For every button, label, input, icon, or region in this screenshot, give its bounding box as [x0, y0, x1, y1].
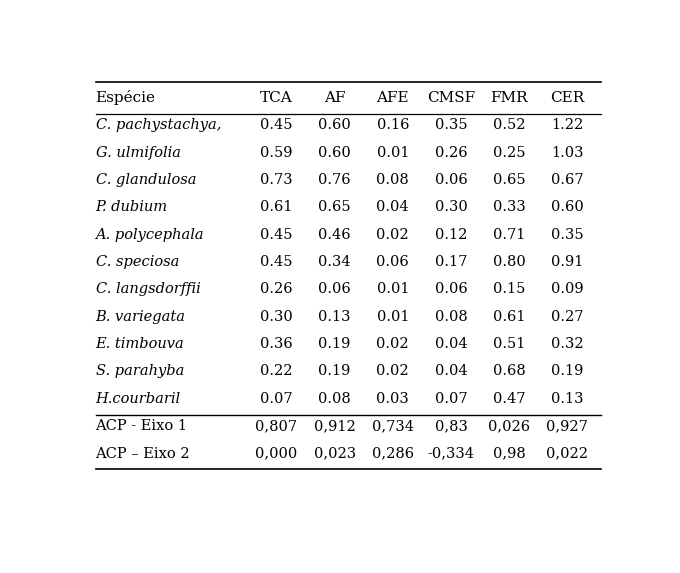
Text: ACP - Eixo 1: ACP - Eixo 1 — [95, 419, 188, 433]
Text: 0.45: 0.45 — [260, 255, 292, 269]
Text: 0,022: 0,022 — [546, 446, 588, 461]
Text: 0,927: 0,927 — [546, 419, 588, 433]
Text: 0,83: 0,83 — [435, 419, 467, 433]
Text: 0.60: 0.60 — [318, 118, 351, 132]
Text: 0.73: 0.73 — [260, 173, 292, 187]
Text: 0,98: 0,98 — [493, 446, 526, 461]
Text: B. variegata: B. variegata — [95, 310, 186, 324]
Text: 0.68: 0.68 — [493, 364, 526, 378]
Text: 0.32: 0.32 — [551, 337, 583, 351]
Text: 0.52: 0.52 — [493, 118, 526, 132]
Text: C. pachystachya,: C. pachystachya, — [95, 118, 221, 132]
Text: 0.08: 0.08 — [318, 392, 351, 406]
Text: 0,286: 0,286 — [372, 446, 414, 461]
Text: 0.15: 0.15 — [493, 282, 526, 296]
Text: 0.06: 0.06 — [435, 282, 467, 296]
Text: 0.65: 0.65 — [318, 201, 351, 214]
Text: 0.76: 0.76 — [318, 173, 351, 187]
Text: 0.22: 0.22 — [260, 364, 292, 378]
Text: 0.01: 0.01 — [377, 146, 409, 160]
Text: 0.30: 0.30 — [260, 310, 293, 324]
Text: 0.19: 0.19 — [551, 364, 583, 378]
Text: 0.67: 0.67 — [551, 173, 583, 187]
Text: 0.61: 0.61 — [493, 310, 526, 324]
Text: 0.08: 0.08 — [435, 310, 467, 324]
Text: 0.03: 0.03 — [377, 392, 409, 406]
Text: 0.25: 0.25 — [493, 146, 526, 160]
Text: 0,023: 0,023 — [313, 446, 356, 461]
Text: 0.04: 0.04 — [377, 201, 409, 214]
Text: 0.45: 0.45 — [260, 118, 292, 132]
Text: 0.33: 0.33 — [493, 201, 526, 214]
Text: S. parahyba: S. parahyba — [95, 364, 184, 378]
Text: 0.65: 0.65 — [493, 173, 526, 187]
Text: 1.03: 1.03 — [551, 146, 583, 160]
Text: 0.19: 0.19 — [318, 337, 351, 351]
Text: 0.35: 0.35 — [435, 118, 467, 132]
Text: H.courbaril: H.courbaril — [95, 392, 181, 406]
Text: 0.13: 0.13 — [318, 310, 351, 324]
Text: 0.80: 0.80 — [493, 255, 526, 269]
Text: P. dubium: P. dubium — [95, 201, 168, 214]
Text: 0.27: 0.27 — [551, 310, 583, 324]
Text: 0.34: 0.34 — [318, 255, 351, 269]
Text: A. polycephala: A. polycephala — [95, 227, 204, 242]
Text: TCA: TCA — [260, 91, 293, 105]
Text: 0.08: 0.08 — [377, 173, 409, 187]
Text: 1.22: 1.22 — [551, 118, 583, 132]
Text: 0,807: 0,807 — [256, 419, 297, 433]
Text: 0.06: 0.06 — [318, 282, 351, 296]
Text: 0.12: 0.12 — [435, 227, 467, 242]
Text: 0.06: 0.06 — [377, 255, 409, 269]
Text: 0.16: 0.16 — [377, 118, 409, 132]
Text: C. glandulosa: C. glandulosa — [95, 173, 196, 187]
Text: Espécie: Espécie — [95, 91, 156, 105]
Text: 0,000: 0,000 — [255, 446, 298, 461]
Text: 0.46: 0.46 — [318, 227, 351, 242]
Text: 0.60: 0.60 — [551, 201, 583, 214]
Text: 0.07: 0.07 — [435, 392, 467, 406]
Text: 0.47: 0.47 — [493, 392, 526, 406]
Text: 0.71: 0.71 — [493, 227, 526, 242]
Text: 0.51: 0.51 — [493, 337, 526, 351]
Text: 0.07: 0.07 — [260, 392, 292, 406]
Text: 0.36: 0.36 — [260, 337, 293, 351]
Text: FMR: FMR — [490, 91, 528, 105]
Text: 0,734: 0,734 — [372, 419, 413, 433]
Text: ACP – Eixo 2: ACP – Eixo 2 — [95, 446, 190, 461]
Text: 0.04: 0.04 — [435, 337, 467, 351]
Text: 0.02: 0.02 — [377, 364, 409, 378]
Text: E. timbouva: E. timbouva — [95, 337, 184, 351]
Text: G. ulmifolia: G. ulmifolia — [95, 146, 181, 160]
Text: 0,912: 0,912 — [313, 419, 356, 433]
Text: 0.26: 0.26 — [260, 282, 292, 296]
Text: 0.17: 0.17 — [435, 255, 467, 269]
Text: CER: CER — [550, 91, 584, 105]
Text: 0.06: 0.06 — [435, 173, 467, 187]
Text: AF: AF — [324, 91, 345, 105]
Text: 0.60: 0.60 — [318, 146, 351, 160]
Text: 0.26: 0.26 — [435, 146, 467, 160]
Text: 0.45: 0.45 — [260, 227, 292, 242]
Text: 0.30: 0.30 — [435, 201, 467, 214]
Text: 0.02: 0.02 — [377, 227, 409, 242]
Text: 0.13: 0.13 — [551, 392, 583, 406]
Text: 0.19: 0.19 — [318, 364, 351, 378]
Text: 0.59: 0.59 — [260, 146, 292, 160]
Text: C. speciosa: C. speciosa — [95, 255, 179, 269]
Text: 0.01: 0.01 — [377, 282, 409, 296]
Text: -0,334: -0,334 — [428, 446, 475, 461]
Text: AFE: AFE — [377, 91, 409, 105]
Text: 0,026: 0,026 — [488, 419, 530, 433]
Text: CMSF: CMSF — [427, 91, 475, 105]
Text: 0.91: 0.91 — [551, 255, 583, 269]
Text: 0.35: 0.35 — [551, 227, 583, 242]
Text: 0.09: 0.09 — [551, 282, 583, 296]
Text: 0.61: 0.61 — [260, 201, 292, 214]
Text: 0.02: 0.02 — [377, 337, 409, 351]
Text: 0.04: 0.04 — [435, 364, 467, 378]
Text: C. langsdorffii: C. langsdorffii — [95, 282, 201, 296]
Text: 0.01: 0.01 — [377, 310, 409, 324]
